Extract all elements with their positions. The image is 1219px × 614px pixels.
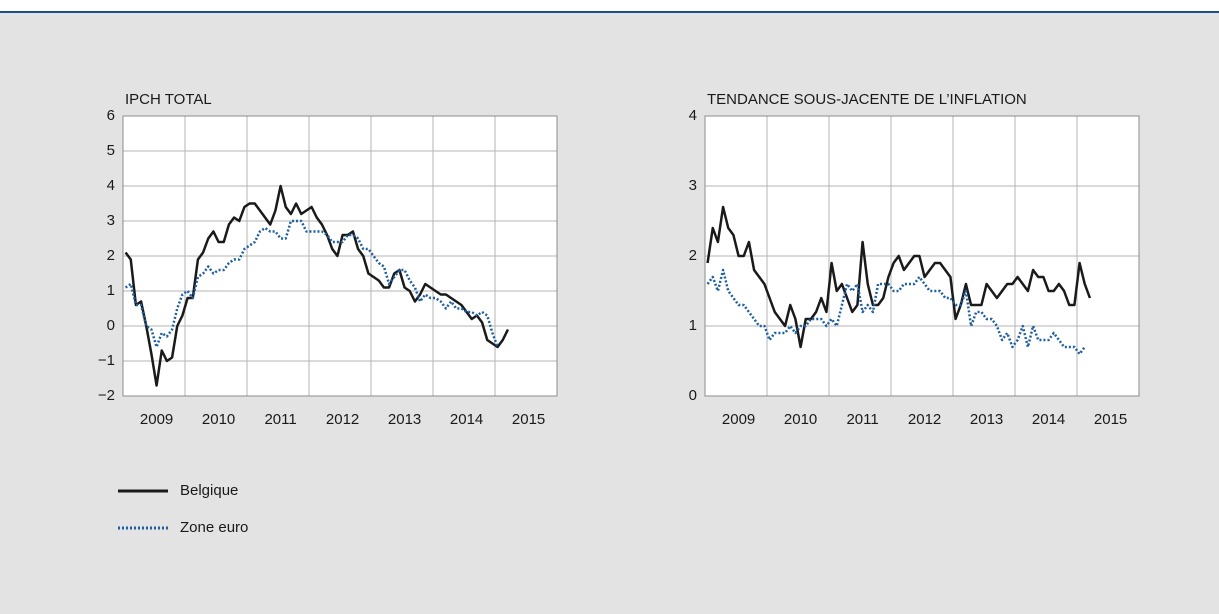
y-tick-label: 3 — [107, 212, 115, 229]
x-tick-label: 2013 — [970, 411, 1003, 428]
series-line — [124, 184, 510, 387]
x-tick-label: 2009 — [140, 411, 173, 428]
plot-border — [122, 115, 558, 397]
x-tick-label: 2014 — [1032, 411, 1065, 428]
top-band — [0, 0, 1219, 12]
x-tick-label: 2015 — [512, 411, 545, 428]
series-line — [706, 205, 1092, 349]
x-tick-label: 2012 — [908, 411, 941, 428]
y-tick-label: 4 — [107, 177, 115, 194]
legend-label: Belgique — [180, 482, 238, 499]
x-tick-label: 2011 — [264, 411, 296, 428]
x-tick-label: 2011 — [846, 411, 878, 428]
x-tick-label: 2010 — [202, 411, 235, 428]
x-tick-label: 2015 — [1094, 411, 1127, 428]
y-tick-label: 1 — [689, 317, 697, 334]
y-tick-label: 0 — [689, 387, 697, 404]
x-tick-label: 2010 — [784, 411, 817, 428]
y-tick-label: 0 — [107, 317, 115, 334]
y-tick-label: 6 — [107, 107, 115, 124]
x-tick-label: 2009 — [722, 411, 755, 428]
y-tick-label: 1 — [107, 282, 115, 299]
y-tick-label: 3 — [689, 177, 697, 194]
top-rule — [0, 11, 1219, 13]
y-tick-label: 5 — [107, 142, 115, 159]
plot-border — [704, 115, 1140, 397]
y-tick-label: 2 — [689, 247, 697, 264]
x-tick-label: 2013 — [388, 411, 421, 428]
y-tick-label: 4 — [689, 107, 697, 124]
y-tick-label: −2 — [98, 387, 115, 404]
y-tick-label: −1 — [98, 352, 115, 369]
chart-title: TENDANCE SOUS-JACENTE DE L’INFLATION — [707, 91, 1027, 108]
y-tick-label: 2 — [107, 247, 115, 264]
legend-label: Zone euro — [180, 519, 248, 536]
series-line — [706, 268, 1086, 356]
chart-title: IPCH TOTAL — [125, 91, 212, 108]
x-tick-label: 2012 — [326, 411, 359, 428]
x-tick-label: 2014 — [450, 411, 483, 428]
